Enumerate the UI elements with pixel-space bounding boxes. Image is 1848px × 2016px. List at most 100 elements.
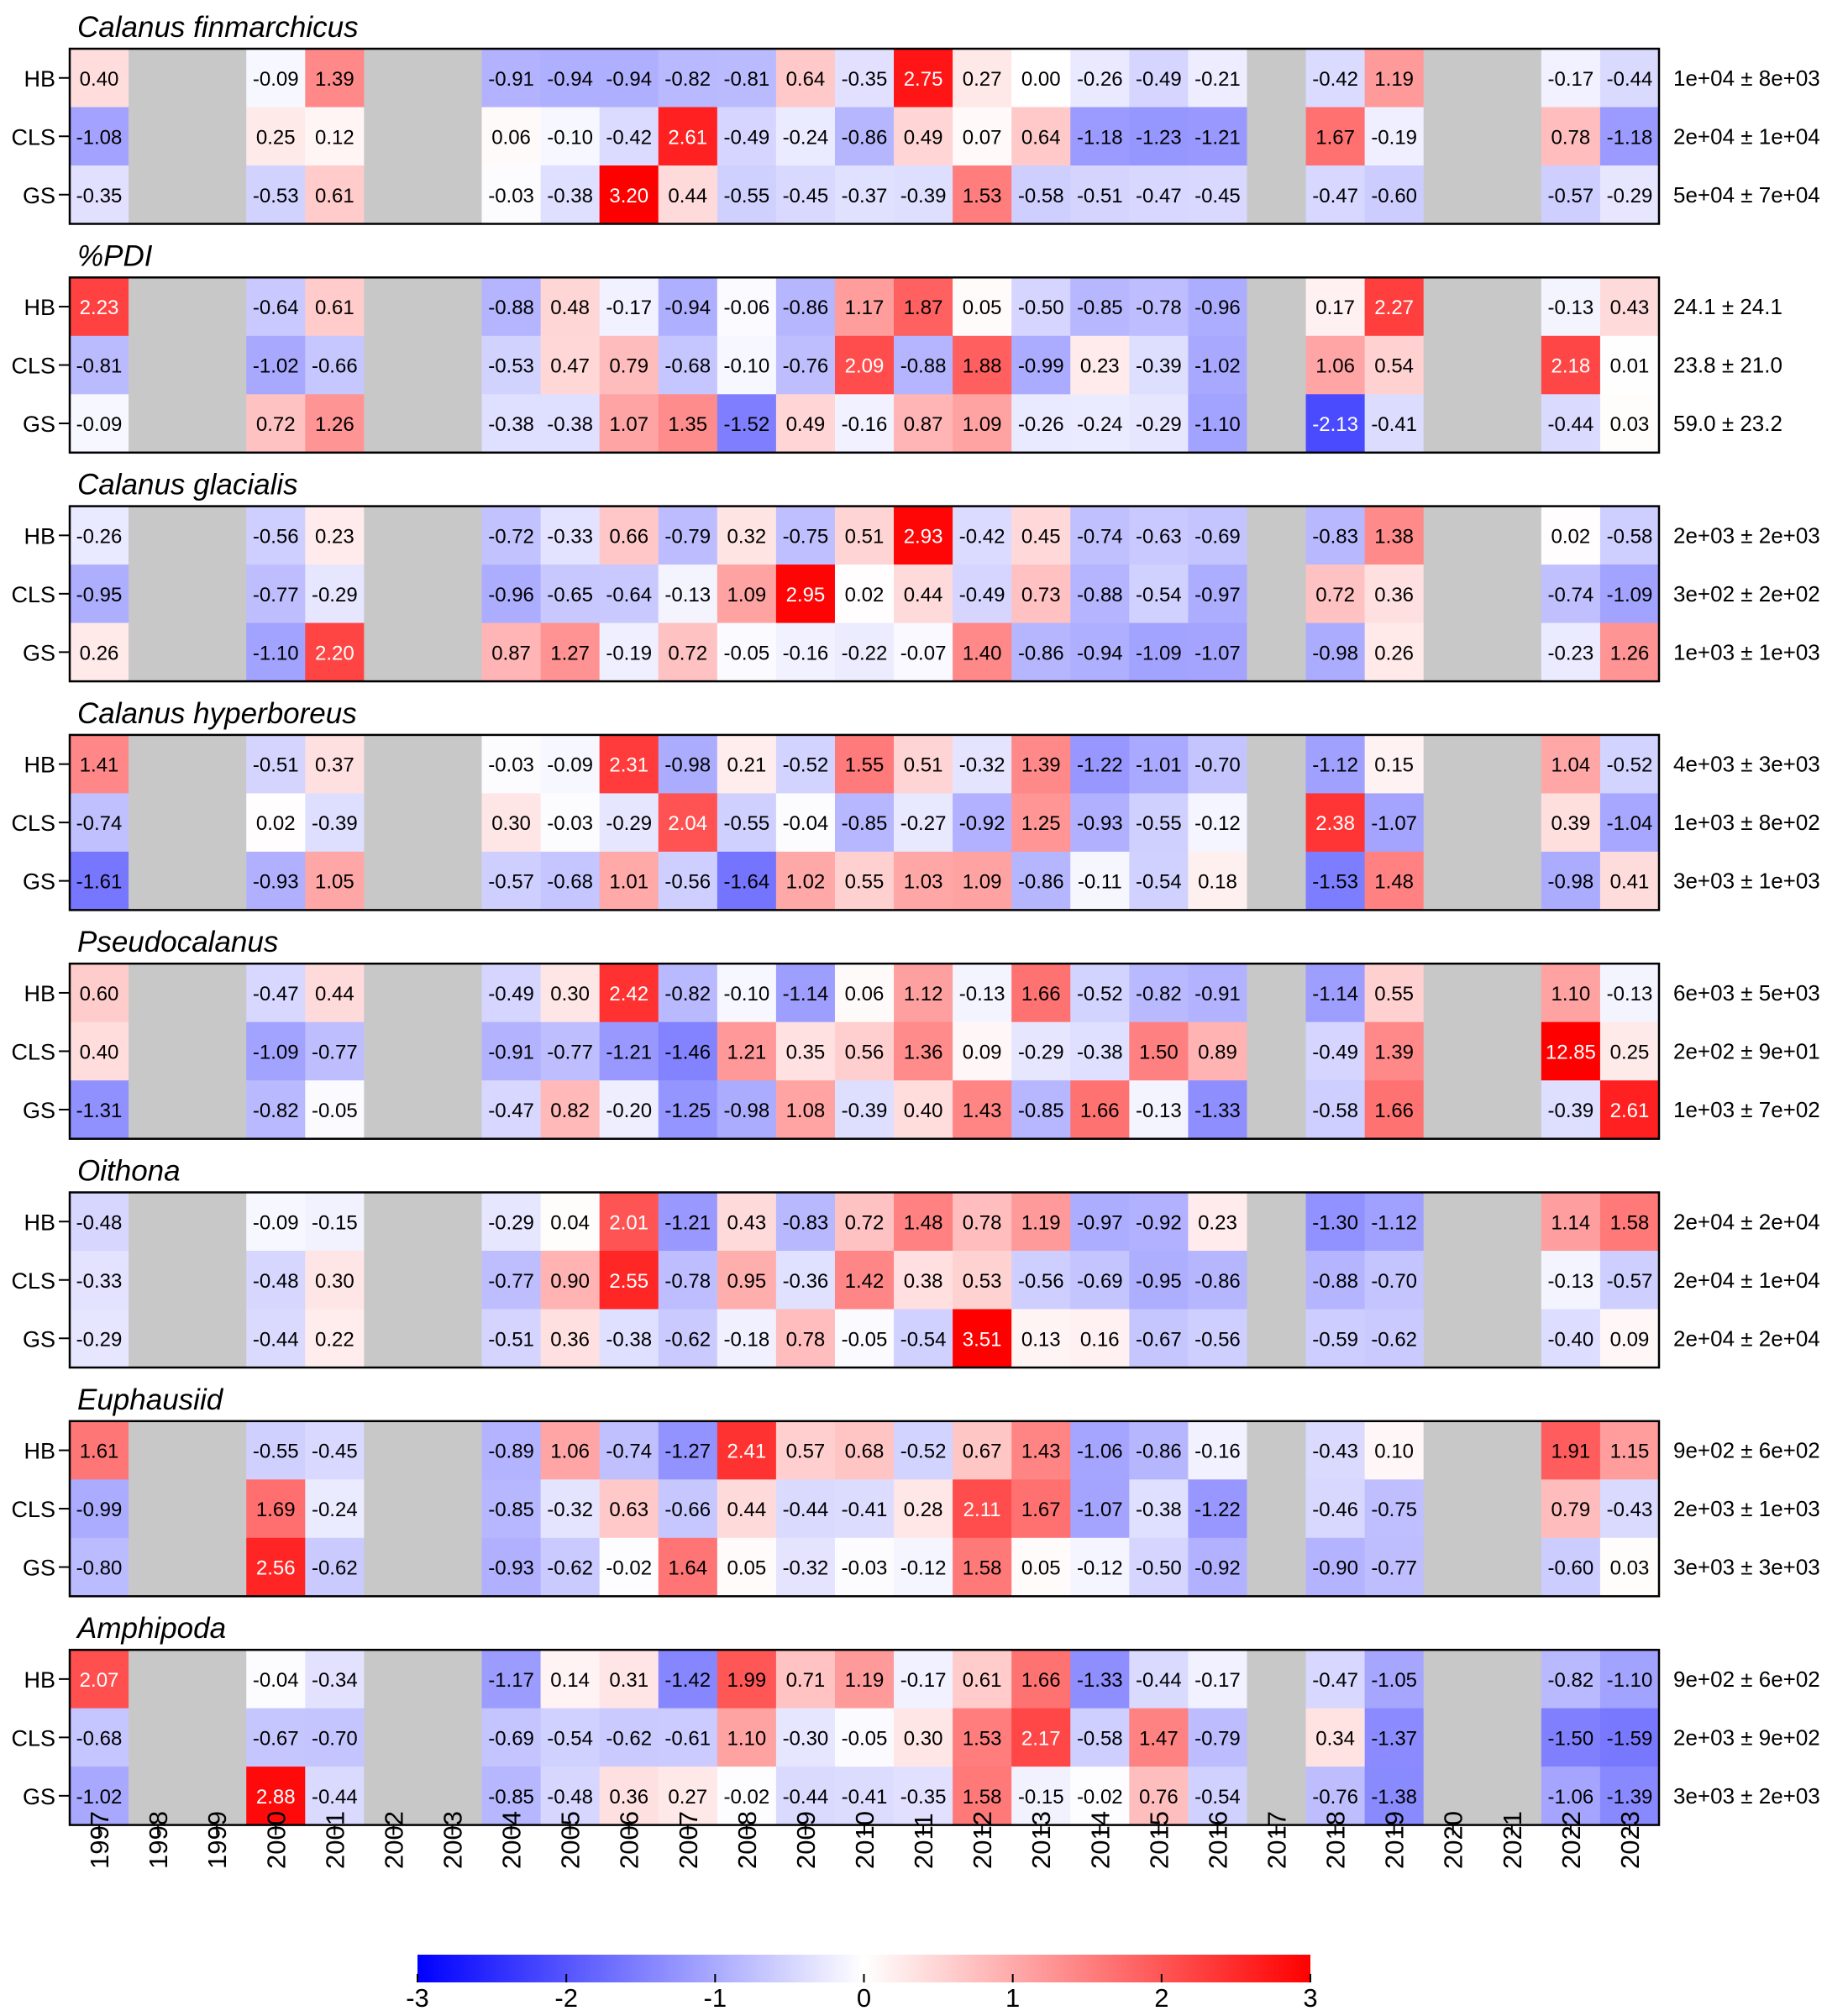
heatmap-cell [1011, 335, 1071, 395]
heatmap-cell [1070, 564, 1130, 624]
cell-value: -1.31 [76, 1100, 123, 1122]
cell-value: 0.40 [904, 1100, 943, 1122]
heatmap-cell [1070, 1309, 1130, 1368]
heatmap-cell [1070, 506, 1130, 565]
cell-value: 0.64 [1021, 126, 1061, 149]
cell-value: -0.85 [488, 1786, 534, 1809]
cell-value: 2.01 [609, 1211, 648, 1234]
heatmap-cell [70, 1708, 129, 1767]
cell-value: -1.21 [664, 1211, 711, 1234]
cell-value: -0.49 [959, 584, 1005, 606]
cell-value: 0.15 [1374, 754, 1414, 777]
heatmap-cell [894, 1420, 953, 1480]
heatmap-cell [717, 107, 777, 166]
panel-border [68, 733, 1661, 911]
cell-value: -0.05 [842, 1727, 888, 1750]
heatmap-cell [599, 1080, 659, 1140]
heatmap-cell [246, 1420, 306, 1480]
cell-value: 2.93 [904, 525, 943, 548]
cell-value: 0.10 [1374, 1441, 1414, 1463]
cell-value: 1.35 [668, 413, 707, 436]
missing-cell [1423, 1420, 1483, 1480]
heatmap-cell [894, 49, 953, 108]
heatmap-cell [70, 1309, 129, 1368]
year-label: 1999 [202, 1811, 232, 1869]
missing-cell [1482, 277, 1542, 337]
cell-value: -0.70 [312, 1727, 358, 1750]
heatmap-cell [834, 1192, 895, 1252]
cell-value: 2.61 [1610, 1100, 1650, 1122]
cell-value: -1.39 [1607, 1786, 1653, 1809]
summary-label: 1e+03 ± 8e+02 [1673, 810, 1820, 835]
heatmap-cell [481, 1650, 542, 1709]
missing-cell [187, 851, 247, 911]
heatmap-cell [834, 49, 895, 108]
heatmap-cell [834, 1650, 895, 1709]
cell-value: -0.50 [1136, 1557, 1182, 1580]
cell-value: -0.48 [547, 1786, 593, 1809]
heatmap-cell [658, 1192, 718, 1252]
heatmap-cell [953, 963, 1012, 1023]
cell-value: -0.56 [664, 871, 711, 894]
missing-cell [1247, 1080, 1307, 1140]
cell-value: -0.62 [312, 1557, 358, 1580]
heatmap-cell [894, 734, 953, 794]
cell-value: -0.74 [606, 1441, 652, 1463]
heatmap-cell [834, 335, 895, 395]
heatmap-cell [1129, 734, 1189, 794]
missing-cell [129, 1650, 188, 1709]
cell-value: -0.76 [1312, 1786, 1358, 1809]
heatmap-cell [246, 963, 306, 1023]
missing-cell [1247, 335, 1307, 395]
cell-value: 1.26 [315, 413, 354, 436]
cell-value: 1.39 [315, 68, 354, 91]
missing-cell [364, 394, 424, 454]
cell-value: -0.82 [664, 68, 711, 91]
missing-cell [187, 1650, 247, 1709]
heatmap-cell [70, 1021, 129, 1081]
heatmap-cell [305, 1251, 365, 1310]
heatmap-cell [1599, 1080, 1660, 1140]
cell-value: -0.13 [1607, 983, 1653, 1005]
heatmap-cell [1364, 394, 1425, 454]
cell-value: -0.39 [312, 812, 358, 835]
heatmap-cell [305, 734, 365, 794]
heatmap-cell [305, 1650, 365, 1709]
cell-value: -0.74 [1548, 584, 1594, 606]
heatmap-cell [658, 1650, 718, 1709]
year-label: 2011 [909, 1813, 938, 1869]
cell-value: -0.10 [547, 126, 593, 149]
heatmap-cell [1364, 793, 1425, 853]
heatmap-cell [894, 394, 953, 454]
cell-value: -0.52 [900, 1441, 947, 1463]
cell-value: 1.66 [1021, 1669, 1061, 1692]
missing-cell [1482, 1080, 1542, 1140]
heatmap-cell [1541, 1080, 1601, 1140]
cell-value: -0.34 [312, 1669, 358, 1692]
heatmap-cell [1364, 165, 1425, 225]
missing-cell [1482, 1251, 1542, 1310]
heatmap-cell [953, 277, 1012, 337]
row-label: GS [23, 1326, 55, 1352]
cell-value: -0.42 [1312, 68, 1358, 91]
heatmap-cell [540, 963, 601, 1023]
cell-value: 2.23 [80, 297, 119, 319]
heatmap-cell [481, 394, 542, 454]
cell-value: -0.33 [547, 525, 593, 548]
cell-value: 1.40 [963, 642, 1002, 664]
heatmap-cell [834, 963, 895, 1023]
cell-value: -0.93 [1077, 812, 1123, 835]
cell-value: -0.55 [1136, 812, 1182, 835]
cell-value: 0.72 [668, 642, 707, 664]
heatmap-cell [1011, 394, 1071, 454]
cell-value: -0.29 [488, 1211, 534, 1234]
heatmap-cell [1070, 1767, 1130, 1826]
heatmap-cell [70, 165, 129, 225]
cell-value: -1.50 [1548, 1727, 1594, 1750]
heatmap-cell [1011, 1309, 1071, 1368]
missing-cell [1247, 564, 1307, 624]
cell-value: 2.07 [80, 1669, 119, 1692]
cell-value: 12.85 [1546, 1041, 1596, 1063]
row-label: HB [24, 66, 55, 92]
cell-value: -0.56 [253, 525, 299, 548]
